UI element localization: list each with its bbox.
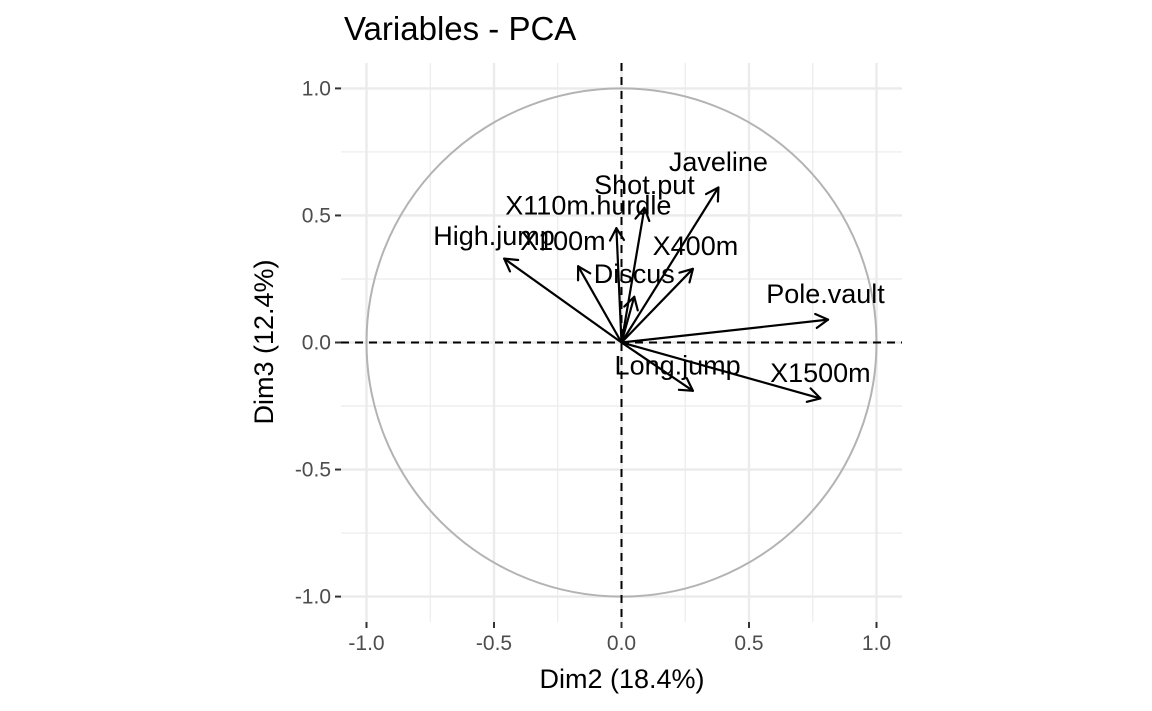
arrow-javeline bbox=[620, 186, 720, 344]
arrow-head bbox=[633, 295, 639, 312]
y-tick-label: -1.0 bbox=[295, 586, 331, 609]
arrow-head bbox=[809, 387, 822, 400]
x-tick-label: 1.0 bbox=[862, 632, 891, 655]
variable-label: X100m bbox=[520, 226, 606, 256]
arrow-head bbox=[815, 318, 830, 330]
variable-label: Discus bbox=[594, 259, 675, 289]
arrow-x1500m bbox=[621, 341, 821, 400]
arrow-long-jump bbox=[620, 341, 694, 392]
arrow-x400m bbox=[620, 268, 694, 344]
arrow-head bbox=[634, 206, 646, 220]
arrow-head bbox=[615, 227, 626, 242]
x-tick-label: -0.5 bbox=[476, 632, 512, 655]
variable-label: X1500m bbox=[770, 358, 871, 388]
arrow-head bbox=[503, 257, 520, 262]
variable-label: Javeline bbox=[669, 147, 768, 177]
arrow-head bbox=[643, 206, 651, 223]
arrow-discus bbox=[620, 296, 636, 343]
variable-label: Long.jump bbox=[615, 350, 741, 380]
chart-title: Variables - PCA bbox=[344, 10, 576, 47]
arrow-head bbox=[503, 257, 512, 273]
variable-label: X400m bbox=[653, 231, 739, 261]
arrow-pole-vault bbox=[621, 318, 829, 344]
y-tick-label: 0.5 bbox=[302, 204, 331, 227]
arrow-head bbox=[688, 267, 695, 284]
arrow-x110m-hurdle bbox=[615, 228, 623, 343]
arrow-head bbox=[623, 295, 636, 308]
x-tick-label: 0.5 bbox=[734, 632, 763, 655]
arrow-head bbox=[608, 227, 618, 242]
variable-label: Pole.vault bbox=[766, 279, 885, 309]
y-tick-label: 1.0 bbox=[302, 77, 331, 100]
variable-label: Shot.put bbox=[594, 170, 695, 200]
arrow-head bbox=[805, 397, 822, 403]
y-axis-title: Dim3 (12.4%) bbox=[249, 259, 279, 424]
arrow-head bbox=[814, 312, 830, 321]
variable-label: X110m.hurdle bbox=[505, 190, 671, 220]
plot-area: -1.0 -0.5 0.0 0.5 1.0 -1.0 -0.5 0.0 0.5 1.0 High.j… bbox=[295, 63, 902, 655]
y-tick-label: -0.5 bbox=[295, 459, 331, 482]
arrow-head bbox=[577, 265, 592, 275]
arrow-head bbox=[677, 388, 695, 392]
y-tick-label: 0.0 bbox=[302, 332, 331, 355]
x-tick-label: 0.0 bbox=[607, 632, 636, 655]
variable-label: High.jump bbox=[433, 221, 555, 251]
x-tick-label: -1.0 bbox=[348, 632, 384, 655]
arrow-head bbox=[685, 377, 695, 392]
x-axis-title: Dim2 (18.4%) bbox=[539, 664, 704, 694]
arrow-x100m bbox=[577, 265, 623, 344]
arrow-high-jump bbox=[503, 257, 623, 344]
arrow-shot-put bbox=[620, 207, 646, 343]
arrow-head bbox=[678, 267, 695, 274]
arrow-head bbox=[704, 186, 720, 196]
